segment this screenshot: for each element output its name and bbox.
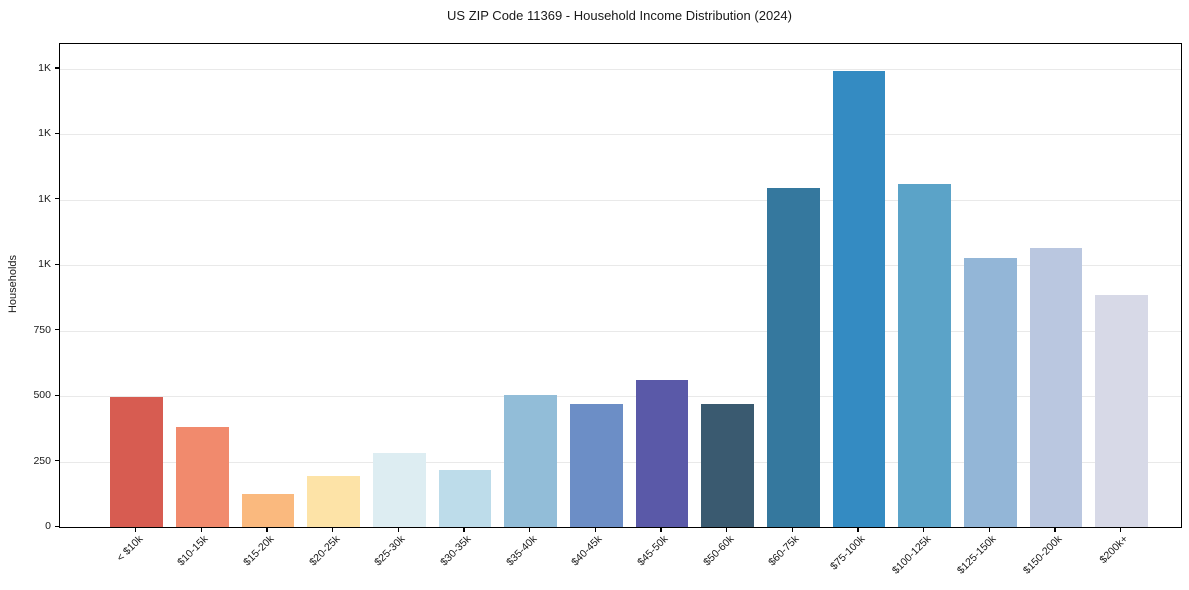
bar-$50-60k [701, 403, 754, 527]
x-tick-mark [463, 527, 465, 532]
y-tick-label: 1K [38, 258, 51, 271]
bar-$35-40k [504, 395, 557, 527]
y-tick-mark [55, 329, 59, 331]
y-tick-label: 250 [33, 454, 51, 467]
y-tick-mark [55, 198, 59, 200]
y-tick-label: 750 [33, 323, 51, 336]
y-tick-label: 1K [38, 61, 51, 74]
x-tick-mark [660, 527, 662, 532]
bar-$75-100k [832, 70, 886, 527]
chart-title: US ZIP Code 11369 - Household Income Dis… [447, 8, 792, 23]
bar-< $10k [110, 397, 163, 527]
bar-$25-30k [373, 452, 426, 527]
x-tick-mark [857, 527, 859, 532]
y-tick-mark [55, 132, 59, 134]
bar-$60-75k [767, 187, 820, 527]
bar-$150-200k [1029, 247, 1083, 527]
gridline [60, 265, 1181, 267]
x-tick-label: < $10k [114, 533, 146, 564]
x-tick-mark [791, 527, 793, 532]
y-tick-label: 0 [45, 520, 51, 532]
gridline [60, 330, 1181, 332]
bar-$15-20k [241, 493, 295, 527]
x-tick-mark [266, 527, 268, 532]
plot-area [59, 43, 1182, 528]
x-tick-mark [726, 527, 728, 532]
x-tick-mark [135, 527, 137, 532]
bar-$20-25k [307, 475, 360, 527]
x-tick-mark [594, 527, 596, 532]
y-tick-mark [55, 460, 59, 462]
x-tick-mark [988, 527, 990, 532]
x-tick-mark [1054, 527, 1056, 532]
bar-$40-45k [570, 403, 623, 527]
x-tick-mark [332, 527, 334, 532]
y-tick-label: 1K [38, 192, 51, 205]
bar-$45-50k [635, 379, 689, 527]
bar-$100-125k [898, 184, 951, 527]
bar-$30-35k [438, 470, 492, 527]
y-tick-mark [55, 67, 59, 69]
bar-$125-150k [963, 258, 1017, 527]
x-tick-mark [529, 527, 531, 532]
bar-$200k+ [1095, 294, 1148, 527]
x-tick-mark [1120, 527, 1122, 532]
y-tick-mark [55, 263, 59, 265]
y-tick-mark [55, 525, 59, 527]
gridline [60, 68, 1181, 70]
gridline [60, 396, 1181, 398]
x-tick-mark [200, 527, 202, 532]
bar-$10-15k [176, 427, 229, 527]
y-tick-mark [55, 394, 59, 396]
gridline [60, 199, 1181, 201]
x-tick-mark [397, 527, 399, 532]
y-tick-label: 500 [33, 389, 51, 402]
x-tick-mark [923, 527, 925, 532]
y-tick-label: 1K [38, 127, 51, 140]
gridline [60, 134, 1181, 136]
